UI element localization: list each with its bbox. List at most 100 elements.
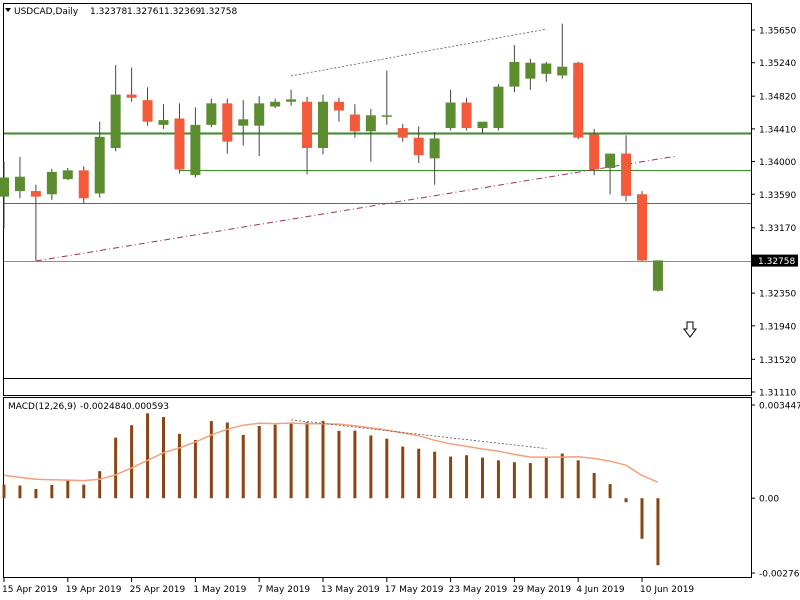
macd-signal-value: 0.000593 xyxy=(126,402,169,412)
ohlc-open: 1.32378 xyxy=(90,7,127,17)
candle-body xyxy=(589,134,600,170)
candle-body xyxy=(142,100,153,122)
candle-body xyxy=(493,86,504,129)
macd-bar xyxy=(193,440,197,499)
macd-bar xyxy=(241,434,245,499)
trend-line xyxy=(35,155,678,262)
candle-body xyxy=(0,177,9,197)
macd-bar xyxy=(512,462,516,499)
candle-body xyxy=(429,138,440,159)
candle-body xyxy=(637,194,647,261)
candle-body xyxy=(254,103,265,126)
candle-body xyxy=(318,101,328,149)
candle-body xyxy=(110,94,121,149)
macd-bar xyxy=(66,479,70,499)
candle-body xyxy=(158,120,169,125)
macd-bar xyxy=(433,451,437,499)
date-label: 19 Apr 2019 xyxy=(66,585,122,595)
candle-body xyxy=(270,101,281,107)
macd-tick-label: 0.00 xyxy=(759,495,779,505)
price-tick-label: 1.31110 xyxy=(759,389,796,399)
price-tick-label: 1.31520 xyxy=(759,356,796,366)
candle-body xyxy=(365,115,376,132)
macd-bar xyxy=(289,423,293,499)
candle-body xyxy=(605,153,616,168)
macd-bar xyxy=(465,455,469,499)
date-label: 7 May 2019 xyxy=(257,585,310,595)
ohlc-high: 1.32761 xyxy=(127,7,164,17)
price-tick-label: 1.35240 xyxy=(759,59,796,69)
date-label: 23 May 2019 xyxy=(449,585,508,595)
macd-bar xyxy=(2,484,6,499)
triangle-down-icon[interactable] xyxy=(5,8,11,12)
date-label: 4 Jun 2019 xyxy=(576,585,625,595)
macd-layer xyxy=(2,413,660,566)
price-tick-label: 1.35650 xyxy=(759,27,796,37)
macd-bar xyxy=(130,425,134,499)
candle-body xyxy=(445,102,456,129)
date-label: 17 May 2019 xyxy=(385,585,444,595)
macd-bar xyxy=(257,426,261,499)
macd-bar xyxy=(385,438,389,499)
current-price-box xyxy=(752,254,798,267)
macd-bar xyxy=(34,489,38,499)
macd-bar xyxy=(496,460,500,499)
price-tick-label: 1.34000 xyxy=(759,158,796,168)
macd-bar xyxy=(321,420,325,499)
date-label: 13 May 2019 xyxy=(321,585,380,595)
macd-bar xyxy=(608,484,612,499)
macd-bar xyxy=(401,446,405,499)
macd-signal-line xyxy=(3,422,659,483)
candle-body xyxy=(286,99,297,102)
candle-body xyxy=(652,260,663,291)
candle-body xyxy=(541,63,552,74)
candle-body xyxy=(30,191,41,197)
macd-bar xyxy=(114,437,118,499)
date-label: 1 May 2019 xyxy=(193,585,246,595)
macd-bar xyxy=(560,453,564,499)
candle-body xyxy=(557,66,568,76)
macd-bar xyxy=(528,463,532,499)
ohlc-close: 1.32758 xyxy=(200,7,237,17)
candle-body xyxy=(222,103,233,142)
macd-bar xyxy=(209,421,213,499)
candle-body xyxy=(509,61,520,87)
macd-bar xyxy=(225,422,229,499)
price-layer xyxy=(0,23,751,379)
macd-bar xyxy=(640,498,644,539)
price-tick-label: 1.33590 xyxy=(759,191,796,201)
macd-bar xyxy=(449,456,453,499)
macd-bar xyxy=(305,422,309,499)
macd-bar xyxy=(624,498,628,503)
candle-body xyxy=(62,170,73,180)
date-label: 25 Apr 2019 xyxy=(130,585,186,595)
macd-bar xyxy=(576,460,580,499)
candle-body xyxy=(573,62,584,138)
macd-bar xyxy=(98,471,102,499)
ohlc-low: 1.32369 xyxy=(164,7,201,17)
candle-body xyxy=(78,170,89,199)
macd-bar xyxy=(146,413,150,499)
price-tick-label: 1.33170 xyxy=(759,224,796,234)
macd-bar xyxy=(656,498,660,566)
price-tick-label: 1.34820 xyxy=(759,93,796,103)
date-label: 10 Jun 2019 xyxy=(640,585,694,595)
price-tick-label: 1.34410 xyxy=(759,125,796,135)
macd-tick-label: -0.002767 xyxy=(759,570,800,580)
macd-bar xyxy=(353,430,357,499)
macd-bar xyxy=(417,448,421,499)
price-tick-label: 1.31940 xyxy=(759,322,796,332)
candle-body xyxy=(174,118,185,170)
candle-body xyxy=(525,62,536,79)
price-tick-label: 1.32350 xyxy=(759,290,796,300)
candle-body xyxy=(333,101,344,111)
candle-body xyxy=(238,119,249,126)
candle-body xyxy=(206,103,217,125)
macd-bar xyxy=(544,457,548,499)
candle-body xyxy=(302,101,313,149)
candle-body xyxy=(349,114,360,132)
candle-body xyxy=(381,115,392,117)
macd-main-value: -0.002484 xyxy=(80,402,126,412)
macd-label: MACD(12,26,9) xyxy=(8,402,76,412)
